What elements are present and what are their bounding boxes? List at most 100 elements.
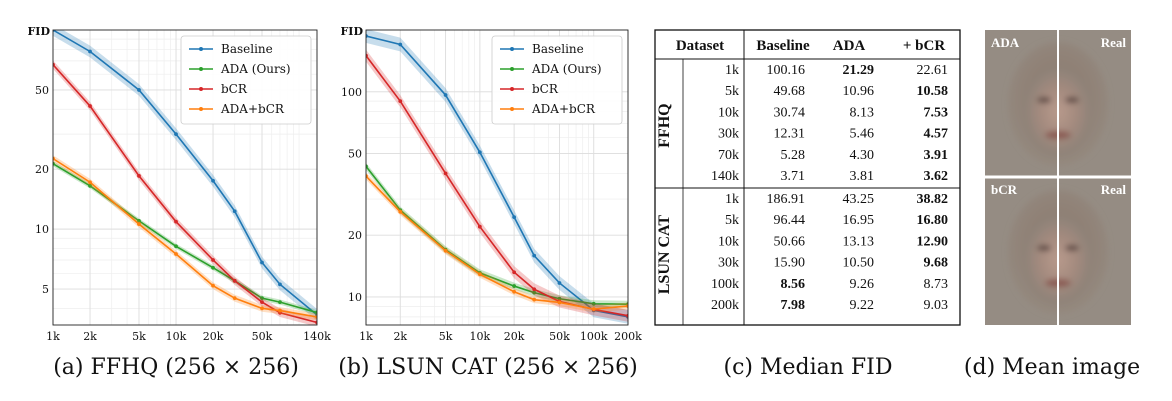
table-dataset-size: 5k xyxy=(725,84,739,99)
table-cell: 9.03 xyxy=(924,298,949,313)
table-cell: 30.74 xyxy=(774,105,806,120)
data-point xyxy=(366,174,368,179)
median-fid-table: Dataset Baseline ADA + bCR 1k 100.16 21.29 22.6… xyxy=(654,29,961,326)
table-cell: 100.16 xyxy=(767,63,806,78)
table-group-label: FFHQ xyxy=(656,103,673,147)
legend-marker xyxy=(199,67,203,71)
data-point xyxy=(443,93,448,97)
y-axis-label: FID xyxy=(28,25,51,38)
legend-marker xyxy=(510,87,514,91)
mean-image-grid: ADA Real bCR Real xyxy=(985,30,1131,325)
x-tick-label: 1k xyxy=(46,330,60,343)
data-point xyxy=(512,215,517,220)
mean-image-label-real-top: Real xyxy=(1101,35,1127,50)
table-cell: 49.68 xyxy=(774,84,806,99)
table-cell: 13.13 xyxy=(843,234,875,249)
table-cell: 8.13 xyxy=(850,105,875,120)
data-point xyxy=(174,244,178,249)
legend-marker xyxy=(510,67,514,71)
table-cell: 7.53 xyxy=(924,105,949,120)
table-cell: 12.31 xyxy=(774,127,806,142)
data-point xyxy=(366,34,368,38)
series-band xyxy=(53,30,317,321)
data-point xyxy=(512,284,517,288)
table-dataset-size: 200k xyxy=(711,298,739,313)
x-tick-label: 5k xyxy=(132,330,146,343)
data-point xyxy=(477,150,482,155)
data-point xyxy=(232,296,237,301)
legend: Baseline ADA (Ours) bCR ADA+bCR xyxy=(180,35,312,125)
data-point xyxy=(53,161,55,166)
data-point xyxy=(174,219,178,224)
mean-image-label-ada: ADA xyxy=(991,35,1020,50)
table-cell: 10.50 xyxy=(843,256,875,271)
chart-lsun-cat-title: (b) LSUN CAT (256 × 256) xyxy=(338,355,637,380)
table-dataset-size: 100k xyxy=(711,277,739,292)
data-point xyxy=(174,132,178,137)
table-cell: 10.96 xyxy=(843,84,875,99)
table-cell: 186.91 xyxy=(767,192,806,207)
data-point xyxy=(53,30,55,32)
data-point xyxy=(88,183,92,188)
table-cell: 96.44 xyxy=(774,213,806,228)
data-point xyxy=(532,290,537,295)
data-point xyxy=(532,297,537,302)
data-point xyxy=(315,310,317,315)
table-column-header: + bCR xyxy=(903,38,945,54)
table-dataset-size: 140k xyxy=(711,169,739,184)
data-point xyxy=(532,253,537,258)
data-point xyxy=(211,265,215,270)
table-cell: 8.73 xyxy=(924,277,949,292)
table-cell: 3.62 xyxy=(924,169,949,184)
chart-ffhq-title: (a) FFHQ (256 × 256) xyxy=(53,355,299,380)
data-point xyxy=(398,209,403,214)
data-point xyxy=(315,320,317,325)
data-point xyxy=(477,272,482,277)
data-point xyxy=(211,258,215,262)
table-cell: 8.56 xyxy=(781,277,806,292)
table-cell: 15.90 xyxy=(774,256,806,271)
data-point xyxy=(278,282,282,287)
table-cell: 38.82 xyxy=(917,192,949,207)
data-point xyxy=(137,222,141,226)
data-point xyxy=(443,171,448,176)
table-cell: 16.95 xyxy=(843,213,875,228)
chart-lsun-cat: 1k 2k 5k 10k 20k 50k 100k 200k 10 20 50 100 FID Basel… xyxy=(341,25,643,343)
data-point xyxy=(88,104,92,108)
mean-image-label-bcr: bCR xyxy=(991,182,1018,197)
legend-box xyxy=(491,35,623,125)
series-layer xyxy=(366,30,628,324)
series-band xyxy=(366,172,628,313)
table-cell: 50.66 xyxy=(774,234,806,249)
x-tick-label: 10k xyxy=(166,330,187,343)
y-tick-label: 100 xyxy=(341,86,362,99)
data-point xyxy=(512,270,517,275)
data-point xyxy=(137,218,141,223)
data-point xyxy=(174,252,178,256)
data-point xyxy=(232,209,237,214)
data-point xyxy=(232,278,237,283)
x-tick-label: 100k xyxy=(580,330,608,343)
table-cell: 3.81 xyxy=(850,169,875,184)
data-point xyxy=(137,88,141,92)
table-cell: 22.61 xyxy=(917,63,949,78)
mean-image-label-real-bottom: Real xyxy=(1101,182,1127,197)
data-point xyxy=(398,99,403,104)
table-group-label: LSUN CAT xyxy=(656,215,673,295)
x-tick-label: 2k xyxy=(83,330,97,343)
legend-label: ADA (Ours) xyxy=(220,62,291,76)
data-point xyxy=(260,306,264,311)
data-point xyxy=(591,301,596,306)
table-cell: 9.22 xyxy=(850,298,875,313)
table-cell: 4.57 xyxy=(924,127,949,142)
table-cell: 21.29 xyxy=(843,63,875,78)
legend-marker xyxy=(510,47,514,51)
data-point xyxy=(557,281,562,285)
table-column-header: Baseline xyxy=(756,38,810,54)
table-cell: 5.28 xyxy=(781,148,806,163)
median-fid-caption: (c) Median FID xyxy=(723,355,892,380)
data-point xyxy=(315,315,317,319)
data-point xyxy=(278,308,282,313)
legend-label: ADA+bCR xyxy=(531,102,596,116)
